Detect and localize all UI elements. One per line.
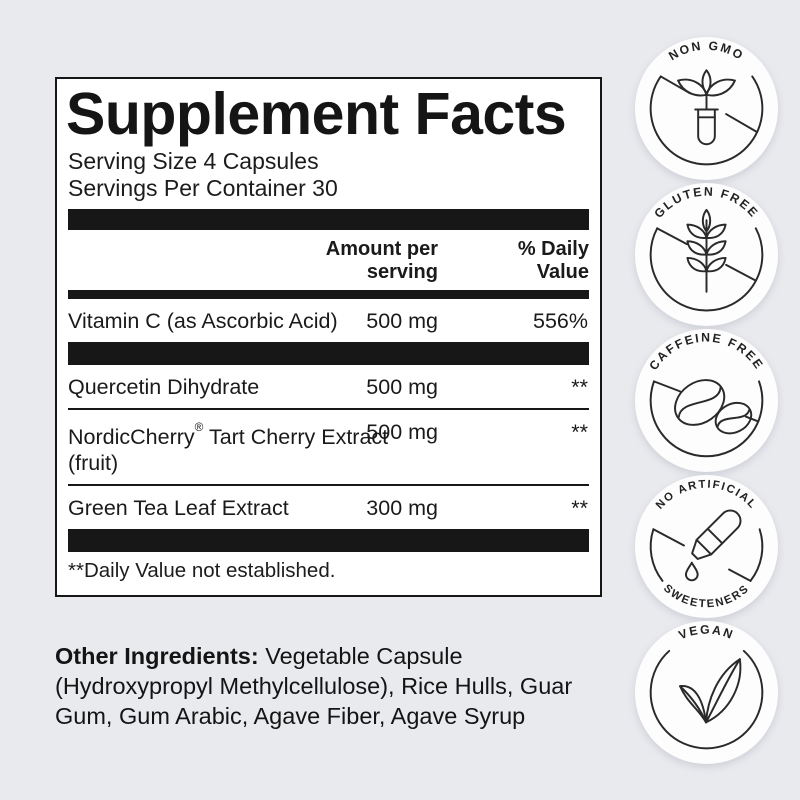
ingredient-name: NordicCherry® Tart Cherry Extract (fruit… [68, 419, 389, 476]
ingredient-daily-value: ** [571, 375, 588, 399]
separator-bar-header [68, 290, 589, 299]
badge-vegan: VEGAN [633, 619, 780, 766]
badge-gluten-free: GLUTEN FREE [633, 181, 780, 328]
strikethrough-line [652, 380, 682, 393]
ingredient-daily-value: ** [571, 420, 588, 444]
badge-circle [634, 620, 779, 765]
separator-bar-bottom [68, 529, 589, 553]
serving-size-line: Serving Size 4 Capsules [68, 148, 319, 174]
row-divider [68, 484, 589, 487]
supplement-facts-panel: Supplement Facts Serving Size 4 Capsules… [55, 77, 602, 598]
column-header-daily-value: % Daily Value [517, 238, 589, 283]
ingredient-amount: 500 mg [366, 420, 438, 444]
strikethrough-line [744, 415, 760, 423]
badge-non-gmo: NON GMO [633, 35, 780, 182]
other-ingredients-text: Other Ingredients: Vegetable Capsule (Hy… [55, 642, 573, 729]
badge-ring [649, 227, 764, 312]
ingredient-amount: 300 mg [366, 496, 438, 521]
badge-ring [649, 649, 764, 750]
ingredient-amount: 500 mg [366, 309, 438, 333]
facts-title: Supplement Facts [66, 81, 567, 147]
facts-header-row: Amount per serving % Daily Value [68, 230, 589, 290]
badge-ring [649, 75, 764, 166]
ingredient-name: Vitamin C (as Ascorbic Acid) [68, 309, 338, 333]
strikethrough-line [656, 227, 757, 282]
badge-caffeine-free: CAFFEINE FREE [633, 327, 780, 474]
servings-per-container-line: Servings Per Container 30 [68, 175, 338, 201]
facts-row-nordiccherry: NordicCherry® Tart Cherry Extract (fruit… [68, 410, 589, 484]
ingredient-name: Quercetin Dihydrate [68, 375, 260, 399]
dropper-icon [684, 509, 742, 582]
other-ingredients-label: Other Ingredients: [55, 642, 259, 669]
separator-bar-top [68, 209, 589, 230]
column-header-amount: Amount per serving [325, 238, 438, 283]
facts-row-green-tea: Green Tea Leaf Extract 300 mg ** [68, 486, 589, 529]
ingredient-daily-value: 556% [533, 309, 588, 333]
leaves-icon [679, 658, 742, 724]
coffee-beans-icon [674, 379, 753, 435]
facts-row-quercetin: Quercetin Dihydrate 500 mg ** [68, 365, 589, 408]
badge-ring [649, 528, 664, 582]
ingredient-name: Green Tea Leaf Extract [68, 496, 289, 521]
plant-in-testtube-icon [677, 69, 736, 146]
ingredient-daily-value: ** [571, 496, 588, 521]
badge-ring [649, 380, 764, 458]
strikethrough-line [652, 528, 752, 582]
registered-trademark-symbol: ® [194, 419, 204, 434]
badge-ring [749, 528, 764, 582]
badge-label: VEGAN [677, 623, 737, 643]
facts-row-vitamin-c: Vitamin C (as Ascorbic Acid) 500 mg 556% [68, 299, 589, 342]
separator-bar-middle [68, 342, 589, 365]
daily-value-footnote: **Daily Value not established. [68, 559, 336, 583]
row-divider [68, 408, 589, 410]
badge-no-artificial-sweeteners: NO ARTIFICIAL SWEETENERS [633, 473, 780, 620]
wheat-icon [686, 208, 727, 293]
ingredient-amount: 500 mg [366, 375, 438, 399]
